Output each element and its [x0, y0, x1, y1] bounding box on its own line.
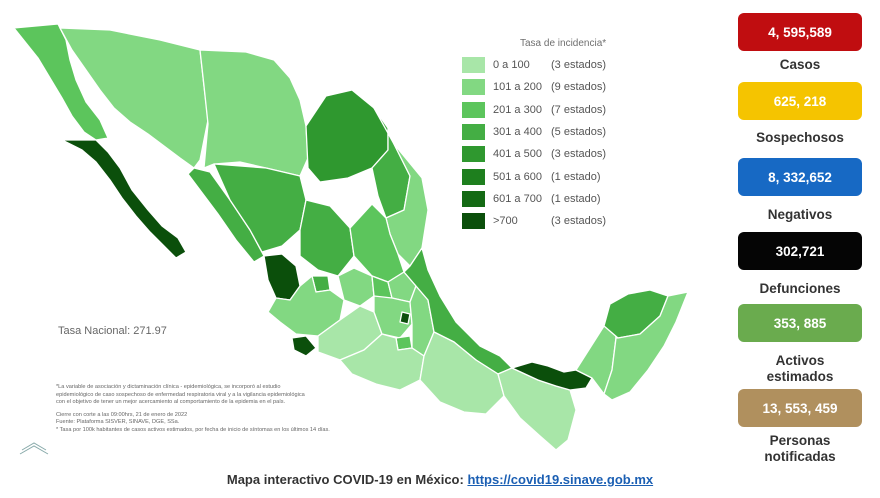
- state-zacatecas[interactable]: [299, 199, 355, 277]
- footer-text: Mapa interactivo COVID-19 en México:: [226, 472, 468, 487]
- stat-defunciones-box: 302,721: [738, 232, 862, 270]
- stat-sospechosos-box: 625, 218: [738, 82, 862, 120]
- legend-range: 401 a 500: [493, 148, 542, 161]
- legend: Tasa de incidencia* 0 a 100 (3 estados) 10…: [462, 38, 642, 232]
- legend-item: 101 a 200 (9 estados): [462, 76, 642, 98]
- stat-activos-label: Activos estimados: [766, 353, 834, 384]
- legend-range: 0 a 100: [493, 59, 530, 72]
- state-mexico[interactable]: [373, 295, 413, 339]
- legend-count: (3 estados): [551, 148, 607, 161]
- legend-range: 201 a 300: [493, 103, 542, 116]
- legend-count: (3 estados): [551, 215, 607, 228]
- legend-range: 301 a 400: [493, 126, 542, 139]
- state-cdmx[interactable]: [399, 311, 411, 325]
- legend-count: (5 estados): [551, 126, 607, 139]
- state-baja-california[interactable]: [13, 23, 109, 141]
- tasa-nacional: Tasa Nacional: 271.97: [58, 325, 167, 337]
- footer: Mapa interactivo COVID-19 en México: htt…: [0, 472, 880, 487]
- legend-swatch: [462, 146, 485, 163]
- stat-sospechosos-label: Sospechosos: [756, 130, 844, 145]
- legend-range: 501 a 600: [493, 170, 542, 183]
- state-chihuahua[interactable]: [199, 49, 309, 177]
- legend-item: 401 a 500 (3 estados): [462, 143, 642, 165]
- stat-negativos-box: 8, 332,652: [738, 158, 862, 196]
- state-chiapas[interactable]: [497, 367, 577, 451]
- state-baja-california-sur[interactable]: [61, 139, 187, 259]
- legend-swatch: [462, 168, 485, 185]
- legend-item: 0 a 100 (3 estados): [462, 54, 642, 76]
- state-sonora[interactable]: [59, 27, 209, 169]
- stat-activos-box: 353, 885: [738, 304, 862, 342]
- state-quintana-roo[interactable]: [603, 291, 689, 401]
- legend-item: 601 a 700 (1 estado): [462, 188, 642, 210]
- legend-item: 201 a 300 (7 estados): [462, 99, 642, 121]
- legend-item: >700 (3 estados): [462, 210, 642, 232]
- state-sinaloa[interactable]: [187, 167, 265, 263]
- note-line: epidemiológico de caso sospechoso de enf…: [56, 391, 305, 398]
- legend-swatch: [462, 79, 485, 96]
- note-line: *La variable de asociación y dictaminaci…: [56, 384, 281, 390]
- stat-notificadas-label: Personas notificadas: [764, 433, 836, 464]
- footnotes: *La variable de asociación y dictaminaci…: [56, 384, 416, 435]
- state-veracruz[interactable]: [403, 247, 513, 375]
- stat-defunciones-label: Defunciones: [759, 281, 841, 296]
- state-guerrero[interactable]: [339, 333, 425, 391]
- stat-casos-box: 4, 595,589: [738, 13, 862, 51]
- legend-item: 301 a 400 (5 estados): [462, 121, 642, 143]
- state-san-luis-potosi[interactable]: [349, 203, 405, 283]
- note-line: con el objetivo de tener un mejor acerca…: [56, 399, 286, 406]
- state-durango[interactable]: [213, 163, 307, 253]
- legend-item: 501 a 600 (1 estado): [462, 165, 642, 187]
- emblem-icon: [19, 442, 49, 455]
- map-link[interactable]: https://covid19.sinave.gob.mx: [467, 472, 654, 487]
- legend-swatch: [462, 124, 485, 141]
- legend-count: (1 estado): [551, 170, 601, 183]
- legend-range: 101 a 200: [493, 81, 542, 94]
- note-line: Fuente: Plataforma SISVER, SINAVE, DGE, …: [56, 419, 180, 426]
- legend-swatch: [462, 213, 485, 230]
- legend-count: (9 estados): [551, 81, 607, 94]
- legend-range: 601 a 700: [493, 192, 542, 205]
- legend-swatch: [462, 190, 485, 207]
- legend-swatch: [462, 57, 485, 74]
- legend-count: (3 estados): [551, 59, 607, 72]
- stat-casos-label: Casos: [779, 57, 821, 72]
- legend-count: (1 estado): [551, 192, 601, 205]
- legend-count: (7 estados): [551, 103, 607, 116]
- stat-negativos-label: Negativos: [767, 207, 833, 222]
- legend-range: >700: [493, 215, 518, 228]
- state-colima[interactable]: [291, 335, 317, 357]
- legend-title: Tasa de incidencia*: [520, 38, 607, 49]
- legend-swatch: [462, 101, 485, 118]
- note-line: * Tasa por 100k habitantes de casos acti…: [56, 426, 330, 433]
- stat-notificadas-box: 13, 553, 459: [738, 389, 862, 427]
- note-line: Cierre con corte a las 09:00hrs, 21 de e…: [56, 411, 188, 418]
